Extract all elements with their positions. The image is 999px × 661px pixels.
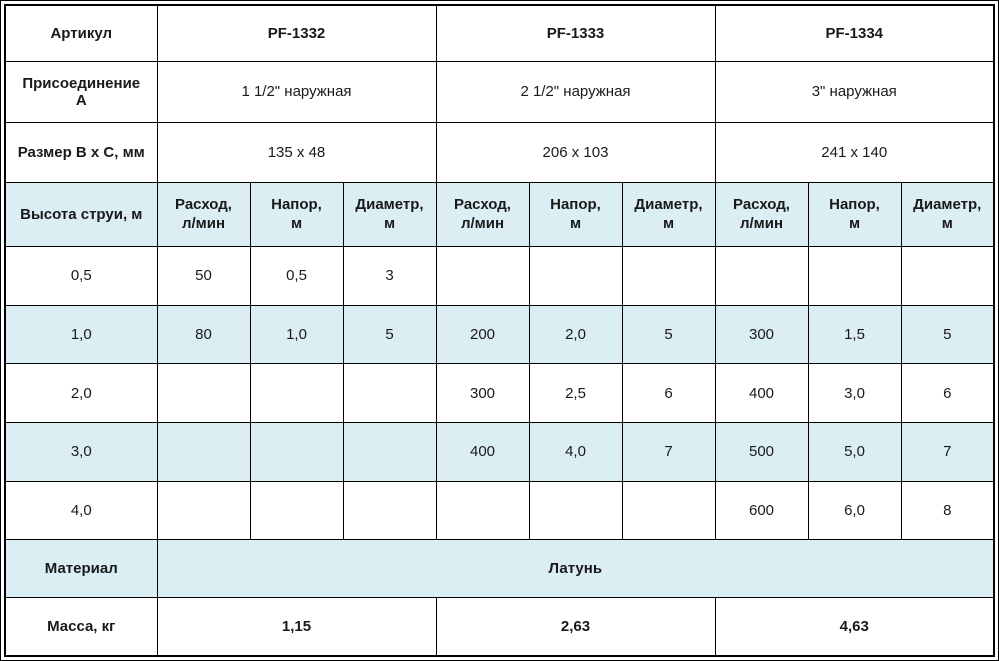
data-cell: 4,0 — [528, 421, 623, 482]
data-cell — [249, 363, 344, 423]
connection-row: Присоединение А 1 1/2" наружная 2 1/2" н… — [4, 61, 995, 123]
material-label: Материал — [4, 539, 158, 598]
data-cell: 200 — [435, 304, 530, 365]
jet-height-value: 3,0 — [4, 421, 158, 482]
connection-value: 2 1/2" наружная — [435, 61, 716, 123]
data-cell: 50 — [156, 246, 251, 306]
data-cell — [621, 246, 716, 306]
data-cell: 400 — [714, 363, 809, 423]
data-cell: 6,0 — [807, 480, 902, 541]
data-cell — [342, 480, 437, 541]
article-value-pf1333: PF-1333 — [435, 4, 716, 63]
data-cell: 2,5 — [528, 363, 623, 423]
article-value-pf1334: PF-1334 — [714, 4, 995, 63]
jet-height-value: 2,0 — [4, 363, 158, 423]
data-cell: 5 — [621, 304, 716, 365]
col-header-flow: Расход, л/мин — [156, 182, 251, 248]
data-row-1-0: 1,0 80 1,0 5 200 2,0 5 300 1,5 5 — [4, 304, 995, 365]
data-cell — [156, 363, 251, 423]
data-cell: 500 — [714, 421, 809, 482]
jet-height-value: 0,5 — [4, 246, 158, 306]
jet-height-value: 1,0 — [4, 304, 158, 365]
connection-value: 3" наружная — [714, 61, 995, 123]
data-cell: 300 — [714, 304, 809, 365]
data-cell: 600 — [714, 480, 809, 541]
size-value: 135 x 48 — [156, 121, 437, 184]
jet-header-row: Высота струи, м Расход, л/мин Напор, м Д… — [4, 182, 995, 248]
product-spec-table: Артикул PF-1332 PF-1333 PF-1334 Присоеди… — [4, 4, 995, 657]
data-cell: 1,0 — [249, 304, 344, 365]
article-value-pf1332: PF-1332 — [156, 4, 437, 63]
data-row-4-0: 4,0 600 6,0 8 — [4, 480, 995, 541]
size-value: 241 x 140 — [714, 121, 995, 184]
col-header-diameter: Диаметр, м — [900, 182, 995, 248]
mass-value: 4,63 — [714, 596, 995, 657]
col-header-pressure: Напор, м — [528, 182, 623, 248]
mass-value: 1,15 — [156, 596, 437, 657]
col-header-flow: Расход, л/мин — [435, 182, 530, 248]
col-header-diameter: Диаметр, м — [342, 182, 437, 248]
data-cell: 0,5 — [249, 246, 344, 306]
col-header-diameter: Диаметр, м — [621, 182, 716, 248]
data-cell — [528, 480, 623, 541]
data-cell: 7 — [900, 421, 995, 482]
data-cell: 5 — [900, 304, 995, 365]
jet-height-label: Высота струи, м — [4, 182, 158, 248]
data-row-0-5: 0,5 50 0,5 3 — [4, 246, 995, 306]
article-label: Артикул — [4, 4, 158, 63]
data-cell: 80 — [156, 304, 251, 365]
connection-value: 1 1/2" наружная — [156, 61, 437, 123]
data-cell: 6 — [621, 363, 716, 423]
data-cell: 5 — [342, 304, 437, 365]
data-cell: 8 — [900, 480, 995, 541]
size-row: Размер B x C, мм 135 x 48 206 x 103 241 … — [4, 121, 995, 184]
col-header-pressure: Напор, м — [249, 182, 344, 248]
size-value: 206 x 103 — [435, 121, 716, 184]
data-cell — [714, 246, 809, 306]
size-label: Размер B x C, мм — [4, 121, 158, 184]
jet-height-value: 4,0 — [4, 480, 158, 541]
data-cell: 2,0 — [528, 304, 623, 365]
data-cell: 1,5 — [807, 304, 902, 365]
data-cell — [621, 480, 716, 541]
article-row: Артикул PF-1332 PF-1333 PF-1334 — [4, 4, 995, 63]
data-cell — [900, 246, 995, 306]
data-cell — [342, 363, 437, 423]
data-cell — [342, 421, 437, 482]
col-header-flow: Расход, л/мин — [714, 182, 809, 248]
data-cell — [435, 480, 530, 541]
data-cell — [528, 246, 623, 306]
mass-value: 2,63 — [435, 596, 716, 657]
data-cell: 3 — [342, 246, 437, 306]
material-value: Латунь — [156, 539, 995, 598]
mass-label: Масса, кг — [4, 596, 158, 657]
data-cell: 300 — [435, 363, 530, 423]
col-header-pressure: Напор, м — [807, 182, 902, 248]
mass-row: Масса, кг 1,15 2,63 4,63 — [4, 596, 995, 657]
data-cell: 400 — [435, 421, 530, 482]
data-cell — [807, 246, 902, 306]
data-cell — [156, 480, 251, 541]
data-cell — [249, 421, 344, 482]
data-cell — [249, 480, 344, 541]
connection-label: Присоединение А — [4, 61, 158, 123]
data-cell: 6 — [900, 363, 995, 423]
data-cell: 7 — [621, 421, 716, 482]
material-row: Материал Латунь — [4, 539, 995, 598]
data-cell — [156, 421, 251, 482]
data-cell: 5,0 — [807, 421, 902, 482]
data-row-2-0: 2,0 300 2,5 6 400 3,0 6 — [4, 363, 995, 423]
data-cell: 3,0 — [807, 363, 902, 423]
data-cell — [435, 246, 530, 306]
data-row-3-0: 3,0 400 4,0 7 500 5,0 7 — [4, 421, 995, 482]
